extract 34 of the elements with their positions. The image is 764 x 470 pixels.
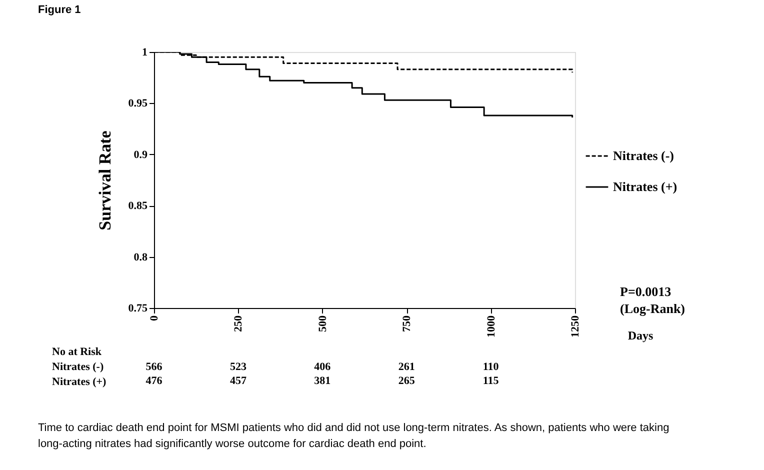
- x-tick-label: 0: [148, 315, 160, 321]
- text: 110: [482, 361, 500, 373]
- text: 261: [398, 361, 415, 373]
- text: 115: [482, 375, 500, 387]
- text: Time to cardiac death end point for MSMI patients who did and did not use long-term nitrates. As shown, patients who were taking: [38, 422, 670, 434]
- y-axis-title: Survival Rate: [95, 130, 114, 230]
- y-tick-label: 0.8: [134, 251, 148, 264]
- x-tick-label: 500: [316, 315, 329, 332]
- x-tick-label: 750: [401, 315, 414, 332]
- text: P=0.0013: [620, 284, 672, 299]
- y-tick-label: 0.85: [128, 200, 148, 212]
- text: 265: [398, 375, 416, 387]
- y-tick-label: 1: [142, 46, 148, 58]
- text: 523: [230, 361, 247, 373]
- x-tick-label: 250: [232, 315, 245, 332]
- text: Nitrates (-): [52, 361, 104, 373]
- text: 476: [146, 375, 163, 387]
- x-tick-label: 1000: [485, 315, 498, 338]
- y-tick-label: 0.75: [128, 302, 148, 314]
- text: long-acting nitrates had significantly worse outcome for cardiac death end point.: [38, 438, 426, 450]
- x-tick-label: 1250: [570, 315, 582, 338]
- y-tick-label: 0.9: [134, 148, 148, 161]
- legend-label: Nitrates (-): [613, 148, 674, 163]
- text: 406: [314, 361, 332, 373]
- text: Nitrates (+): [52, 376, 107, 388]
- text: 381: [314, 375, 331, 387]
- text: (Log-Rank): [620, 301, 686, 316]
- x-axis-title: Days: [628, 328, 654, 342]
- text: No at Risk: [52, 346, 102, 358]
- text: Figure 1: [38, 4, 81, 16]
- legend-label: Nitrates (+): [613, 179, 678, 194]
- text: 566: [146, 361, 163, 373]
- y-tick-label: 0.95: [128, 98, 148, 110]
- text: 457: [230, 375, 247, 387]
